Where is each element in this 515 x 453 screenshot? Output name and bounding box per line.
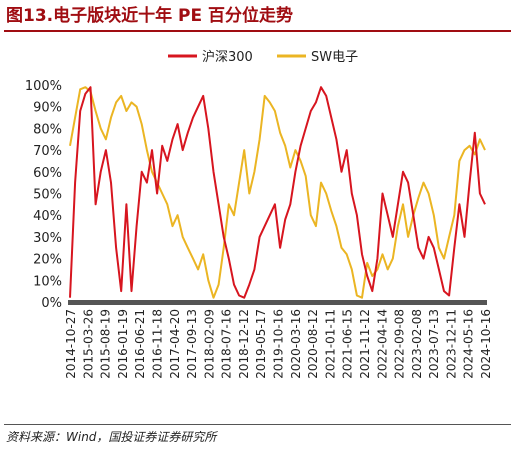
x-tick-label: 2019-10-16 [272,309,286,379]
x-tick-label: 2015-03-26 [81,309,95,379]
series-line-hs300 [69,86,486,299]
legend-label-hs300: 沪深300 [202,49,253,65]
legend-label-sw-electronics: SW电子 [311,50,358,65]
x-tick-label: 2017-09-13 [185,309,199,379]
x-tick-label: 2018-12-12 [237,309,251,379]
x-tick-label: 2020-08-12 [306,309,320,379]
x-tick-label: 2022-04-14 [375,309,389,379]
x-tick-label: 2023-12-11 [444,309,458,379]
y-tick-label: 90% [33,101,62,116]
x-tick-label: 2014-10-27 [64,309,78,379]
y-tick-label: 10% [33,274,62,289]
y-tick-label: 60% [33,166,62,181]
x-tick-label: 2023-02-08 [410,309,424,379]
x-tick-label: 2016-01-19 [116,309,130,379]
legend: 沪深300 SW电子 [168,49,358,65]
x-tick-label: 2018-02-09 [202,309,216,379]
source-note: 资料来源：Wind，国投证券证券研究所 [6,430,217,444]
y-tick-label: 50% [33,188,62,203]
y-tick-label: 30% [33,231,62,246]
y-tick-label: 80% [33,122,62,137]
x-tick-label: 2021-01-11 [323,309,337,379]
y-tick-label: 40% [33,209,62,224]
series-line-sw-electronics [69,86,486,299]
x-axis-ticks: 2014-10-27 2015-03-26 2015-08-19 2016-01-19… [64,309,493,379]
x-tick-label: 2022-09-08 [393,309,407,379]
x-tick-label: 2023-07-13 [427,309,441,379]
y-tick-label: 70% [33,144,62,159]
y-tick-label: 0% [41,296,62,311]
y-axis-ticks: 0% 10% 20% 30% 40% 50% 60% 70% 80% 90% 100% [25,79,62,311]
x-tick-label: 2016-06-21 [133,309,147,379]
x-tick-label: 2016-11-18 [150,309,164,379]
y-tick-label: 20% [33,253,62,268]
y-tick-label: 100% [25,79,62,94]
x-tick-label: 2020-03-16 [289,309,303,379]
x-tick-label: 2018-07-16 [220,309,234,379]
x-tick-label: 2024-10-16 [479,309,493,379]
title-divider [4,30,511,32]
series-layer [69,86,486,299]
figure-title: 图13.电子版块近十年 PE 百分位走势 [6,6,294,26]
x-tick-label: 2021-06-15 [341,309,355,379]
x-tick-label: 2015-08-19 [99,309,113,379]
x-tick-label: 2024-05-16 [462,309,476,379]
source-divider [4,424,511,425]
x-tick-label: 2017-04-20 [168,309,182,379]
chart: 沪深300 SW电子 0% 10% 20% 30% 40% 50% 60% 70% 80% 90%… [25,49,493,379]
x-tick-label: 2019-05-17 [254,309,268,379]
x-axis-baseline [68,300,487,305]
x-tick-label: 2021-11-12 [358,309,372,379]
